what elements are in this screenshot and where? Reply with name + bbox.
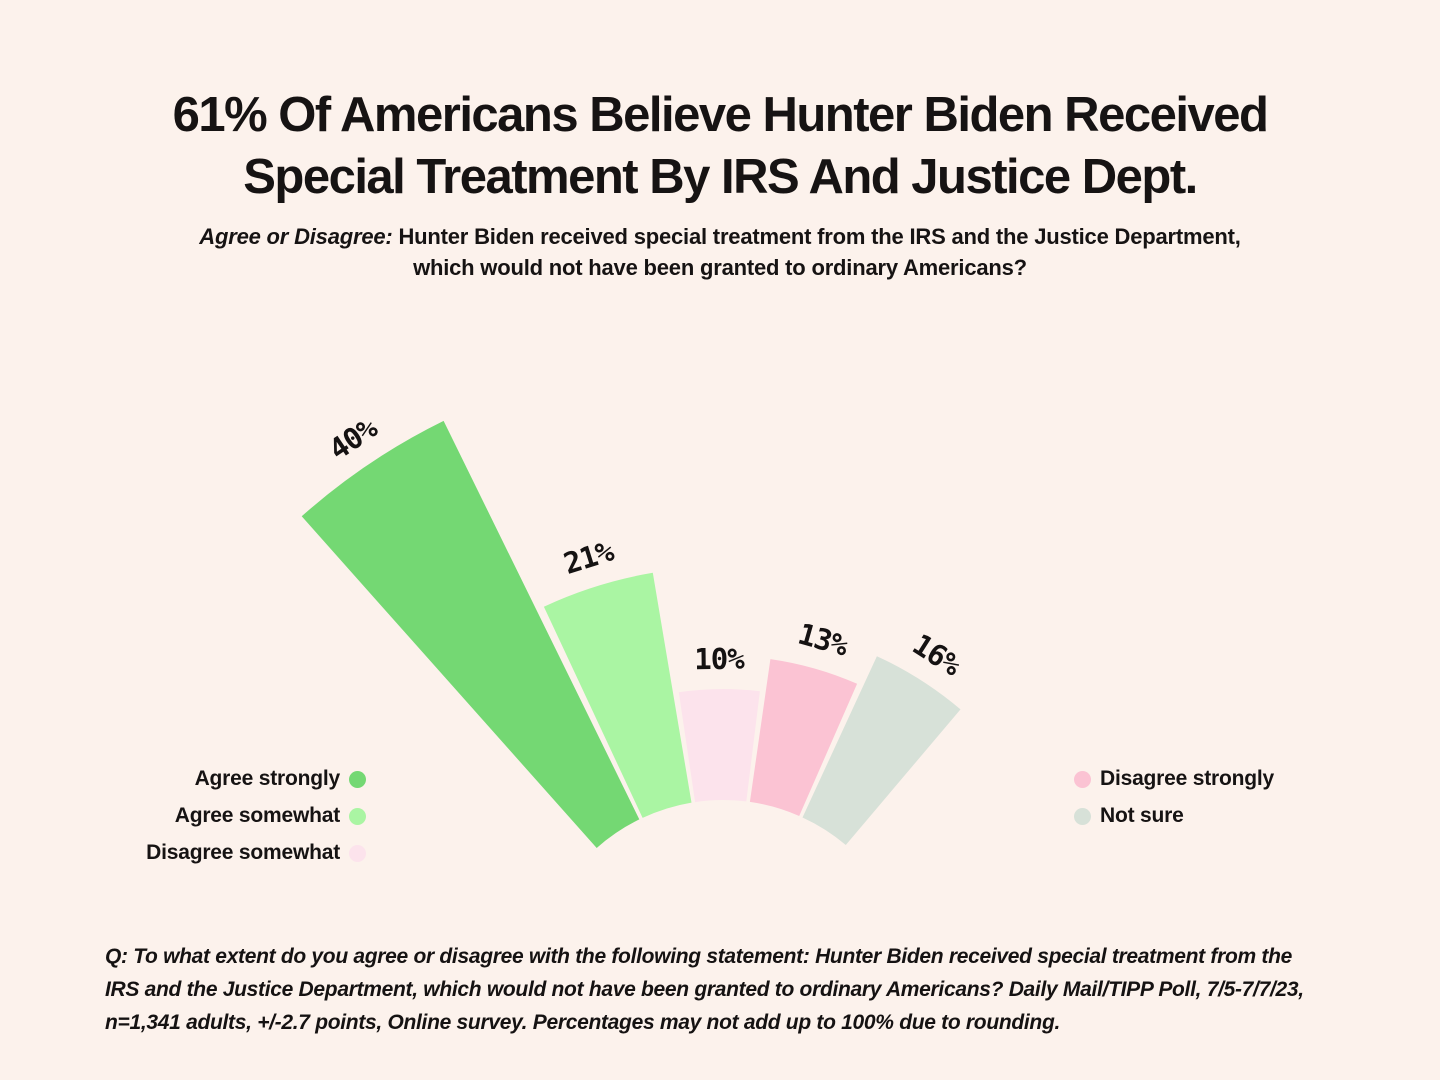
legend-item-not-sure: Not sure	[1074, 803, 1184, 829]
chart-subtitle-line2: which would not have been granted to ord…	[413, 255, 1027, 280]
legend-item-agree-strongly: Agree strongly	[195, 766, 366, 792]
chart-subtitle-line1: Agree or Disagree: Hunter Biden received…	[0, 221, 1440, 252]
footnote-line2: IRS and the Justice Department, which wo…	[105, 978, 1304, 1001]
legend-swatch-agree-strongly	[349, 770, 366, 788]
legend-swatch-disagree-somewhat	[349, 844, 366, 862]
legend-swatch-not-sure	[1074, 807, 1091, 825]
legend-label-disagree-strongly: Disagree strongly	[1100, 767, 1274, 790]
legend-item-agree-somewhat: Agree somewhat	[175, 803, 366, 829]
legend-left: Agree strongly Agree somewhat Disagree s…	[94, 766, 366, 866]
legend-label-not-sure: Not sure	[1100, 804, 1184, 827]
page-title: 61% Of Americans Believe Hunter Biden Re…	[0, 84, 1440, 208]
wedge-disagree-strongly	[749, 659, 858, 816]
legend-label-disagree-somewhat: Disagree somewhat	[146, 841, 340, 864]
wedge-agree-strongly	[301, 420, 640, 848]
legend-swatch-disagree-strongly	[1074, 770, 1091, 788]
legend-item-disagree-somewhat: Disagree somewhat	[146, 840, 366, 866]
wedge-value-label-disagree-strongly: 13%	[794, 616, 852, 663]
subtitle-line1-text: Hunter Biden received special treatment …	[398, 224, 1241, 249]
wedge-agree-somewhat	[543, 572, 692, 818]
legend-label-agree-strongly: Agree strongly	[194, 767, 341, 790]
footnote-line3: n=1,341 adults, +/-2.7 points, Online su…	[105, 1011, 1061, 1034]
wedge-not-sure	[802, 656, 961, 845]
wedge-value-label-disagree-somewhat: 10%	[694, 642, 745, 677]
page-title-line2: Special Treatment By IRS And Justice Dep…	[243, 150, 1198, 204]
wedge-value-label-agree-strongly: 40%	[323, 410, 384, 467]
legend-item-disagree-strongly: Disagree strongly	[1074, 766, 1274, 792]
legend-right: Disagree strongly Not sure	[1074, 766, 1274, 829]
footnote: Q: To what extent do you agree or disagr…	[105, 940, 1385, 1039]
subtitle-italic-prefix: Agree or Disagree:	[199, 224, 393, 249]
wedge-disagree-somewhat	[678, 689, 760, 803]
footnote-line1: Q: To what extent do you agree or disagr…	[105, 945, 1292, 968]
chart-subtitle: Agree or Disagree: Hunter Biden received…	[0, 221, 1440, 283]
legend-label-agree-somewhat: Agree somewhat	[174, 804, 340, 827]
wedge-value-label-agree-somewhat: 21%	[560, 533, 619, 581]
page-title-line1: 61% Of Americans Believe Hunter Biden Re…	[172, 88, 1269, 142]
legend-swatch-agree-somewhat	[349, 807, 366, 825]
wedge-value-label-not-sure: 16%	[907, 627, 968, 683]
